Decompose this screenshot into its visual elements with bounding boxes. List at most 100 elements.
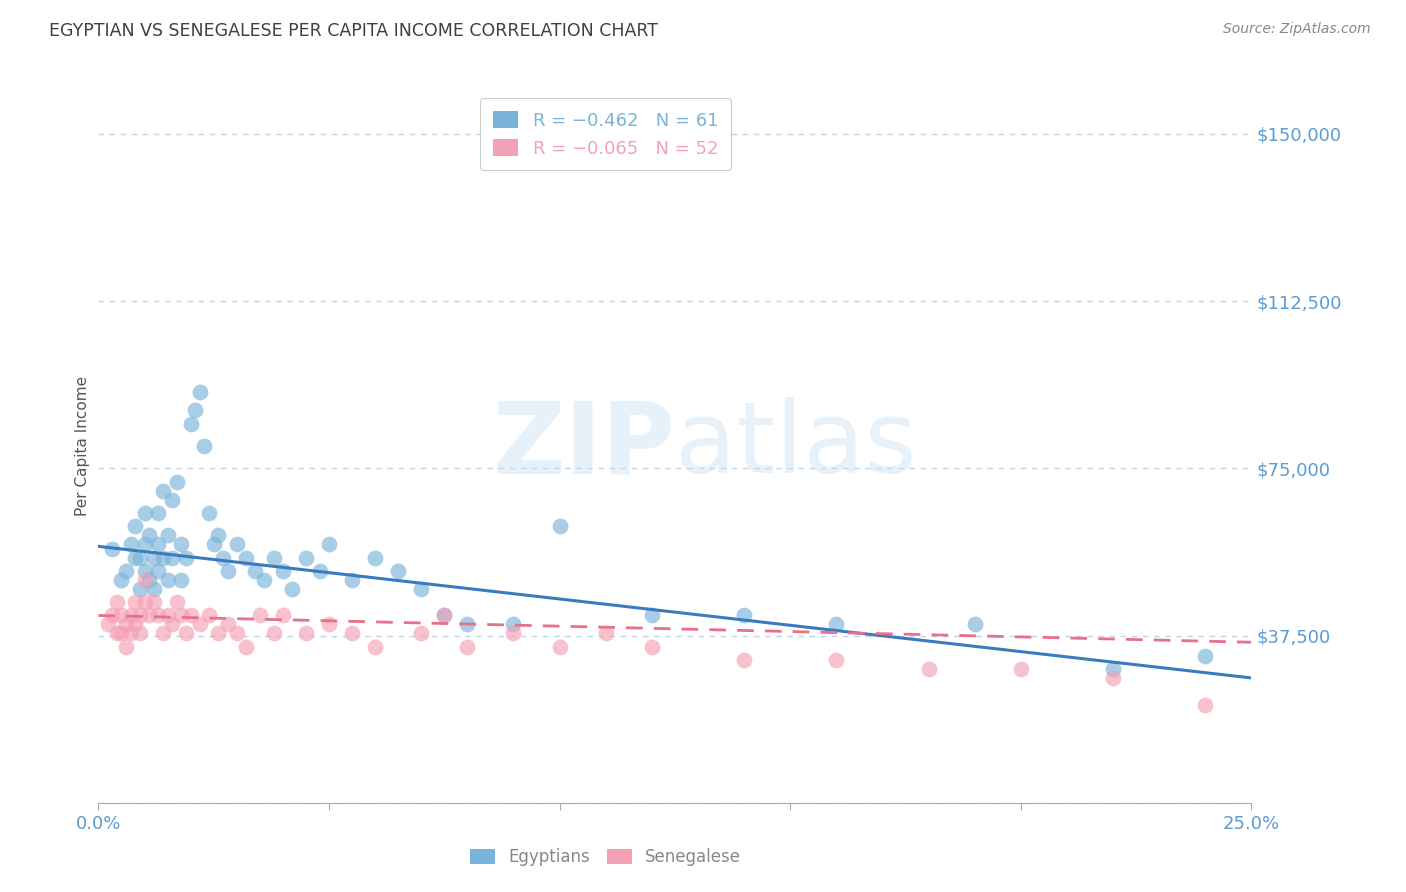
Point [1102,671,1125,685]
Point [825,653,848,667]
Point [152,483,174,498]
Point [105,626,128,640]
Legend: Egyptians, Senegalese: Egyptians, Senegalese [464,842,748,873]
Point [152,550,174,565]
Point [433,608,456,623]
Text: ZIP: ZIP [492,398,675,494]
Point [198,506,221,520]
Point [170,608,193,623]
Point [101,541,124,556]
Point [180,608,202,623]
Point [124,595,146,609]
Point [160,550,183,565]
Point [1102,662,1125,676]
Point [364,640,387,654]
Point [548,519,571,533]
Point [138,608,160,623]
Point [548,640,571,654]
Point [387,564,409,578]
Point [115,617,138,632]
Point [1010,662,1032,676]
Point [115,640,138,654]
Point [502,617,524,632]
Point [207,528,229,542]
Point [340,573,363,587]
Point [97,617,120,632]
Point [170,537,193,551]
Point [124,519,146,533]
Point [188,385,211,400]
Point [105,595,128,609]
Point [1194,698,1216,712]
Point [235,640,257,654]
Point [110,626,132,640]
Point [138,528,160,542]
Point [245,564,267,578]
Point [295,626,318,640]
Point [318,537,340,551]
Point [148,506,170,520]
Point [641,608,664,623]
Point [281,582,304,596]
Point [134,537,156,551]
Point [733,608,755,623]
Point [456,617,478,632]
Point [129,582,152,596]
Point [138,573,160,587]
Point [174,550,197,565]
Point [825,617,848,632]
Point [134,506,156,520]
Point [217,617,239,632]
Point [1194,648,1216,663]
Point [156,608,179,623]
Point [148,564,170,578]
Point [129,626,152,640]
Point [101,608,124,623]
Text: atlas: atlas [675,398,917,494]
Point [253,573,276,587]
Point [129,608,152,623]
Point [641,640,664,654]
Point [174,626,197,640]
Point [295,550,318,565]
Point [225,537,247,551]
Point [124,550,146,565]
Point [124,617,146,632]
Point [411,582,433,596]
Point [364,550,387,565]
Point [110,608,132,623]
Point [156,573,179,587]
Point [217,564,239,578]
Point [202,537,225,551]
Point [225,626,247,640]
Point [271,608,294,623]
Point [212,550,235,565]
Point [263,626,285,640]
Point [733,653,755,667]
Y-axis label: Per Capita Income: Per Capita Income [75,376,90,516]
Point [917,662,939,676]
Point [115,564,138,578]
Point [188,617,211,632]
Point [340,626,363,640]
Point [134,573,156,587]
Point [249,608,271,623]
Point [156,528,179,542]
Point [411,626,433,640]
Text: Source: ZipAtlas.com: Source: ZipAtlas.com [1223,22,1371,37]
Point [166,595,188,609]
Point [110,573,132,587]
Point [271,564,294,578]
Point [120,537,142,551]
Point [160,617,183,632]
Point [502,626,524,640]
Point [456,640,478,654]
Text: EGYPTIAN VS SENEGALESE PER CAPITA INCOME CORRELATION CHART: EGYPTIAN VS SENEGALESE PER CAPITA INCOME… [49,22,658,40]
Point [152,626,174,640]
Point [120,626,142,640]
Point [595,626,617,640]
Point [433,608,456,623]
Point [142,582,165,596]
Point [184,403,207,417]
Point [207,626,229,640]
